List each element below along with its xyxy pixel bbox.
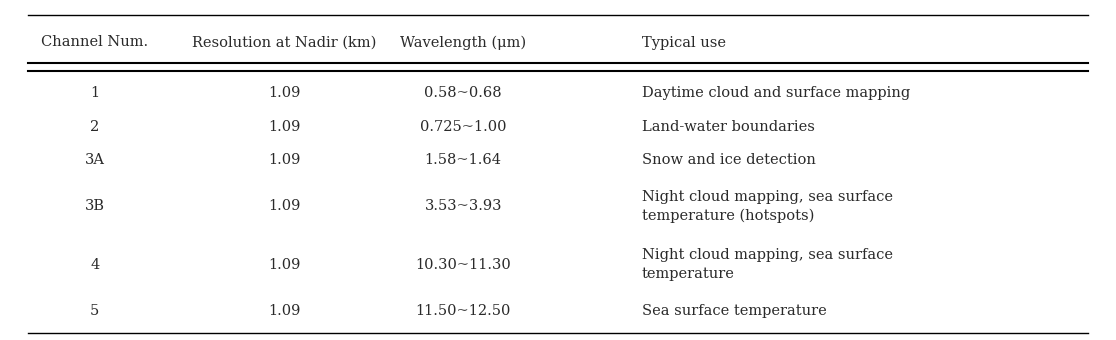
Text: 4: 4	[90, 258, 99, 272]
Text: 2: 2	[90, 120, 99, 134]
Text: 1: 1	[90, 86, 99, 100]
Text: 0.58~0.68: 0.58~0.68	[424, 86, 502, 100]
Text: 1.58~1.64: 1.58~1.64	[425, 153, 501, 167]
Text: 3B: 3B	[85, 199, 105, 213]
Text: Night cloud mapping, sea surface
temperature (hotspots): Night cloud mapping, sea surface tempera…	[642, 190, 893, 223]
Text: 10.30~11.30: 10.30~11.30	[415, 258, 511, 272]
Text: Daytime cloud and surface mapping: Daytime cloud and surface mapping	[642, 86, 910, 100]
Text: Resolution at Nadir (km): Resolution at Nadir (km)	[192, 35, 377, 50]
Text: Snow and ice detection: Snow and ice detection	[642, 153, 816, 167]
Text: Typical use: Typical use	[642, 35, 725, 50]
Text: 1.09: 1.09	[268, 86, 301, 100]
Text: 1.09: 1.09	[268, 304, 301, 318]
Text: 0.725~1.00: 0.725~1.00	[420, 120, 507, 134]
Text: 5: 5	[90, 304, 99, 318]
Text: 1.09: 1.09	[268, 120, 301, 134]
Text: 1.09: 1.09	[268, 258, 301, 272]
Text: Wavelength (μm): Wavelength (μm)	[400, 35, 527, 50]
Text: 1.09: 1.09	[268, 153, 301, 167]
Text: Sea surface temperature: Sea surface temperature	[642, 304, 827, 318]
Text: Land-water boundaries: Land-water boundaries	[642, 120, 815, 134]
Text: 1.09: 1.09	[268, 199, 301, 213]
Text: 3A: 3A	[85, 153, 105, 167]
Text: 11.50~12.50: 11.50~12.50	[415, 304, 511, 318]
Text: 3.53~3.93: 3.53~3.93	[424, 199, 502, 213]
Text: Channel Num.: Channel Num.	[41, 35, 148, 50]
Text: Night cloud mapping, sea surface
temperature: Night cloud mapping, sea surface tempera…	[642, 249, 893, 281]
